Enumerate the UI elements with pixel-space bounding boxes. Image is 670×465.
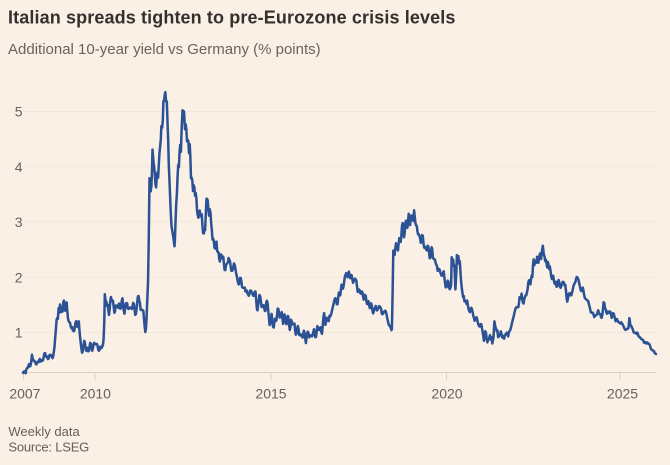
svg-text:2015: 2015 xyxy=(255,386,286,402)
svg-text:2010: 2010 xyxy=(80,386,111,402)
svg-text:2: 2 xyxy=(15,269,23,285)
svg-text:4: 4 xyxy=(15,159,23,175)
svg-text:3: 3 xyxy=(15,214,23,230)
svg-text:2020: 2020 xyxy=(431,386,462,402)
svg-text:5: 5 xyxy=(15,104,23,120)
svg-text:Italian spreads tighten to pre: Italian spreads tighten to pre-Eurozone … xyxy=(8,8,455,28)
svg-text:Additional 10-year yield vs Ge: Additional 10-year yield vs Germany (% p… xyxy=(8,41,321,58)
svg-text:Source: LSEG: Source: LSEG xyxy=(8,440,89,455)
svg-text:Weekly data: Weekly data xyxy=(8,424,80,439)
svg-text:1: 1 xyxy=(15,325,23,341)
svg-text:2025: 2025 xyxy=(607,386,638,402)
svg-text:2007: 2007 xyxy=(9,386,40,402)
